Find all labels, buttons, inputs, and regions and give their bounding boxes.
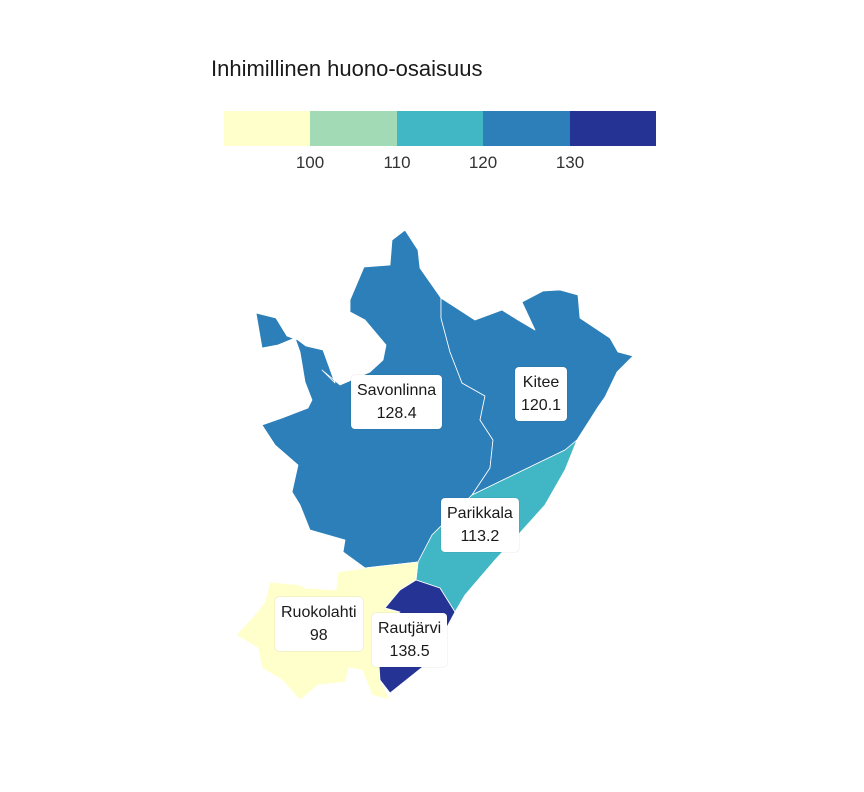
label-kitee: Kitee 120.1 xyxy=(515,367,568,421)
label-parikkala-name: Parikkala xyxy=(447,505,513,522)
label-savonlinna-name: Savonlinna xyxy=(357,382,437,399)
label-savonlinna-value: 128.4 xyxy=(376,405,417,422)
legend-tick-120: 120 xyxy=(468,153,498,172)
legend-swatch-4 xyxy=(483,111,570,146)
legend-swatch-3 xyxy=(396,111,484,146)
legend-swatch-1 xyxy=(224,111,311,146)
label-rautjarvi: Rautjärvi 138.5 xyxy=(372,613,448,667)
legend-swatch-5 xyxy=(569,111,657,146)
label-rautjarvi-name: Rautjärvi xyxy=(378,620,442,637)
legend-title: Inhimillinen huono-osaisuus xyxy=(211,56,483,81)
label-rautjarvi-value: 138.5 xyxy=(389,643,430,660)
legend-tick-110: 110 xyxy=(383,153,411,172)
legend-color-scale xyxy=(224,111,657,146)
legend-tick-130: 130 xyxy=(555,153,585,172)
legend-tick-100: 100 xyxy=(295,153,325,172)
label-parikkala-value: 113.2 xyxy=(460,528,500,545)
label-ruokolahti-name: Ruokolahti xyxy=(281,604,357,621)
label-kitee-name: Kitee xyxy=(522,374,560,391)
label-parikkala: Parikkala 113.2 xyxy=(441,498,519,552)
label-kitee-value: 120.1 xyxy=(521,397,562,414)
label-ruokolahti-value: 98 xyxy=(309,627,328,644)
legend-swatch-2 xyxy=(310,111,397,146)
label-ruokolahti: Ruokolahti 98 xyxy=(275,597,363,651)
label-savonlinna: Savonlinna 128.4 xyxy=(351,375,443,429)
